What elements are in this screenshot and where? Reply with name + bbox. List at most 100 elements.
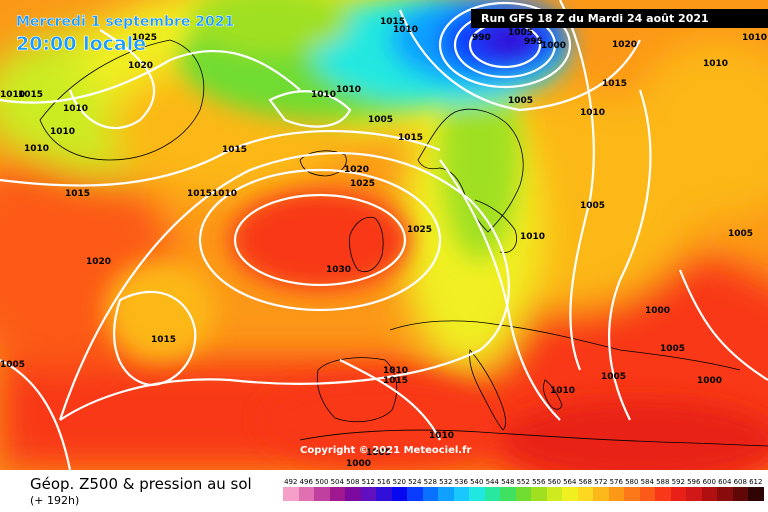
isobar-label: 1030 <box>326 265 351 275</box>
isobar-1030 <box>233 193 407 287</box>
isobar-label: 1020 <box>128 61 153 71</box>
legend-label: 584 <box>640 478 654 486</box>
isobar-label: 1000 <box>697 376 722 386</box>
forecast-date: Mercredi 1 septembre 2021 <box>16 14 235 30</box>
legend-swatch <box>438 487 454 501</box>
legend-swatch <box>531 487 547 501</box>
legend-item: 568 <box>577 478 593 501</box>
isobar-1000-east <box>678 269 768 381</box>
coastline-greece <box>543 379 563 410</box>
isobar-1015-med <box>339 359 441 441</box>
legend-item: 564 <box>562 478 578 501</box>
legend-swatch <box>314 487 330 501</box>
legend-label: 552 <box>516 478 530 486</box>
isobar-label: 1010 <box>24 144 49 154</box>
legend-swatch <box>360 487 376 501</box>
field-north-lightgreen <box>190 0 350 55</box>
isobar-1010-central <box>439 159 561 421</box>
copyright-notice: Copyright © 2021 Meteociel.fr <box>300 445 472 456</box>
isobar-label: 1020 <box>86 257 111 267</box>
forecast-hour: (+ 192h) <box>30 494 80 507</box>
isobar-label: 1010 <box>212 189 237 199</box>
isobar-label: 1005 <box>0 360 25 370</box>
forecast-time: 20:00 locale <box>16 33 147 56</box>
isobar-label: 1020 <box>344 165 369 175</box>
legend-item: 596 <box>686 478 702 501</box>
isobar-label: 1005 <box>580 201 605 211</box>
isobar-label: 1010 <box>580 108 605 118</box>
isobar-label: 1005 <box>508 28 533 38</box>
isobar-1020-nw <box>68 29 156 130</box>
isobar-label: 1000 <box>346 459 371 469</box>
isobar-label: 1000 <box>541 41 566 51</box>
field-low-core <box>480 20 540 60</box>
isobar-1005-north <box>398 9 641 112</box>
isobar-label: 1005 <box>366 448 391 458</box>
legend-label: 592 <box>671 478 685 486</box>
legend-swatch <box>701 487 717 501</box>
color-scale-legend: 492 496 500 504 508 512 516 520 524 528 532 536 540 5… <box>283 478 764 501</box>
legend-label: 556 <box>532 478 546 486</box>
legend-swatch <box>345 487 361 501</box>
coastline-scandinavia <box>417 108 524 233</box>
isobar-label: 1025 <box>407 225 432 235</box>
legend-label: 568 <box>578 478 592 486</box>
legend-swatch <box>748 487 764 501</box>
legend-item: 528 <box>422 478 438 501</box>
isobar-label: 1015 <box>222 145 247 155</box>
legend-swatch <box>608 487 624 501</box>
legend-swatch <box>407 487 423 501</box>
isobar-label: 1010 <box>0 90 25 100</box>
isobar-labels: 1025 1020 1015 1010 1010 1010 1010 1015 … <box>0 17 767 469</box>
isobar-1020 <box>58 152 510 421</box>
legend-label: 520 <box>392 478 406 486</box>
isobar-label: 1010 <box>336 85 361 95</box>
legend-label: 576 <box>609 478 623 486</box>
isobar-1000 <box>438 1 572 89</box>
isobar-label: 1005 <box>660 344 685 354</box>
legend-label: 588 <box>656 478 670 486</box>
legend-item: 552 <box>515 478 531 501</box>
legend-item: 584 <box>639 478 655 501</box>
legend-swatch <box>298 487 314 501</box>
isobar-label: 1015 <box>151 335 176 345</box>
legend-swatch <box>484 487 500 501</box>
legend-label: 612 <box>749 478 763 486</box>
legend-item: 604 <box>717 478 733 501</box>
legend-item: 520 <box>391 478 407 501</box>
legend-swatch <box>717 487 733 501</box>
isobar-1010-greenland <box>268 90 352 128</box>
isobar-label: 1015 <box>65 189 90 199</box>
isobar-label: 1010 <box>63 104 88 114</box>
coastline-italy <box>469 349 506 431</box>
legend-item: 532 <box>438 478 454 501</box>
legend-label: 536 <box>454 478 468 486</box>
isobar-label: 995 <box>524 37 543 47</box>
legend-swatch <box>577 487 593 501</box>
isobar-label: 1010 <box>393 25 418 35</box>
isobar-label: 1005 <box>508 96 533 106</box>
legend-item: 508 <box>345 478 361 501</box>
legend-swatch <box>283 487 299 501</box>
coastlines <box>39 39 768 447</box>
legend-swatch <box>515 487 531 501</box>
legend-label: 540 <box>470 478 484 486</box>
legend-label: 532 <box>439 478 453 486</box>
isobar-label: 1015 <box>602 79 627 89</box>
isobar-label: 1010 <box>383 366 408 376</box>
isobar-label: 1015 <box>398 133 423 143</box>
legend-item: 560 <box>546 478 562 501</box>
coastline-europe-south <box>389 320 741 371</box>
isobar-1010-north <box>0 49 301 104</box>
legend-label: 544 <box>485 478 499 486</box>
legend-label: 504 <box>330 478 344 486</box>
legend-item: 524 <box>407 478 423 501</box>
isobar-label: 990 <box>472 33 491 43</box>
legend-swatch <box>624 487 640 501</box>
legend-swatch <box>422 487 438 501</box>
legend-label: 528 <box>423 478 437 486</box>
isobar-1015-west <box>0 129 441 187</box>
coastline-iberia <box>316 357 398 423</box>
isobar-label: 1010 <box>742 33 767 43</box>
legend-label: 580 <box>625 478 639 486</box>
